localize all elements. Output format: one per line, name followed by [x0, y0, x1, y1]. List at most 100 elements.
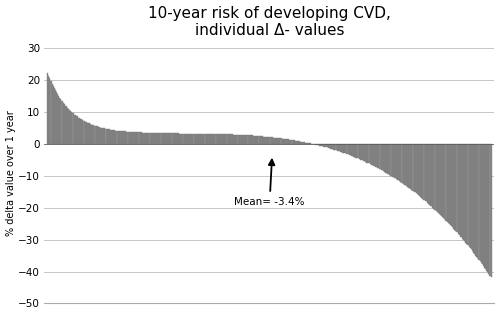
Bar [331, 144, 332, 149]
Bar [175, 134, 176, 144]
Bar [446, 144, 448, 222]
Bar [460, 144, 461, 237]
Bar [441, 144, 442, 216]
Bar [174, 134, 175, 144]
Bar [310, 143, 311, 144]
Bar [372, 144, 373, 165]
Bar [154, 133, 155, 144]
Bar [204, 134, 206, 144]
Bar [392, 144, 394, 177]
Bar [164, 133, 165, 144]
Bar [86, 123, 88, 144]
Bar [179, 134, 180, 144]
Bar [342, 144, 343, 153]
Bar [449, 144, 450, 224]
Bar [111, 130, 112, 144]
Bar [168, 134, 170, 144]
Bar [468, 144, 469, 247]
Bar [104, 128, 106, 144]
Bar [324, 144, 326, 147]
Bar [234, 135, 235, 144]
Bar [444, 144, 446, 219]
Bar [428, 144, 429, 203]
Bar [208, 134, 209, 144]
Bar [214, 134, 216, 144]
Bar [306, 143, 307, 144]
Bar [50, 81, 51, 144]
Bar [388, 144, 390, 174]
Bar [462, 144, 463, 238]
Bar [294, 140, 296, 144]
Bar [448, 144, 449, 223]
Bar [233, 135, 234, 144]
Bar [326, 144, 328, 147]
Bar [64, 106, 66, 144]
Bar [202, 134, 203, 144]
Bar [416, 144, 417, 193]
Bar [99, 128, 100, 144]
Bar [222, 134, 223, 144]
Bar [258, 136, 260, 144]
Bar [442, 144, 444, 217]
Bar [374, 144, 375, 166]
Bar [248, 135, 250, 144]
Bar [336, 144, 338, 151]
Bar [405, 144, 406, 185]
Bar [252, 135, 253, 144]
Bar [296, 140, 297, 144]
Bar [145, 133, 146, 144]
Bar [454, 144, 456, 230]
Bar [330, 144, 331, 149]
Bar [246, 135, 248, 144]
Bar [108, 129, 110, 144]
Bar [133, 132, 134, 144]
Bar [352, 144, 353, 156]
Bar [52, 86, 54, 144]
Bar [304, 142, 306, 144]
Bar [266, 137, 267, 144]
Bar [431, 144, 432, 206]
Bar [135, 132, 136, 144]
Bar [417, 144, 418, 194]
Bar [216, 134, 218, 144]
Bar [260, 136, 262, 144]
Bar [57, 94, 58, 144]
Bar [464, 144, 466, 242]
Bar [236, 135, 238, 144]
Bar [56, 92, 57, 144]
Bar [122, 131, 123, 144]
Bar [409, 144, 410, 188]
Bar [270, 137, 272, 144]
Bar [420, 144, 422, 197]
Bar [206, 134, 208, 144]
Bar [408, 144, 409, 188]
Bar [436, 144, 438, 212]
Bar [397, 144, 398, 180]
Bar [275, 138, 276, 144]
Bar [380, 144, 382, 170]
Bar [476, 144, 478, 257]
Bar [184, 134, 186, 144]
Bar [410, 144, 412, 189]
Bar [162, 133, 164, 144]
Bar [360, 144, 362, 160]
Bar [238, 135, 240, 144]
Bar [277, 138, 278, 144]
Bar [146, 133, 148, 144]
Bar [364, 144, 365, 162]
Bar [245, 135, 246, 144]
Bar [453, 144, 454, 229]
Bar [72, 113, 74, 144]
Bar [130, 132, 131, 144]
Bar [102, 128, 103, 144]
Bar [121, 131, 122, 144]
Bar [299, 141, 300, 144]
Bar [194, 134, 196, 144]
Bar [182, 134, 184, 144]
Bar [132, 132, 133, 144]
Bar [100, 128, 101, 144]
Bar [353, 144, 354, 157]
Bar [280, 138, 281, 144]
Bar [110, 130, 111, 144]
Bar [128, 132, 130, 144]
